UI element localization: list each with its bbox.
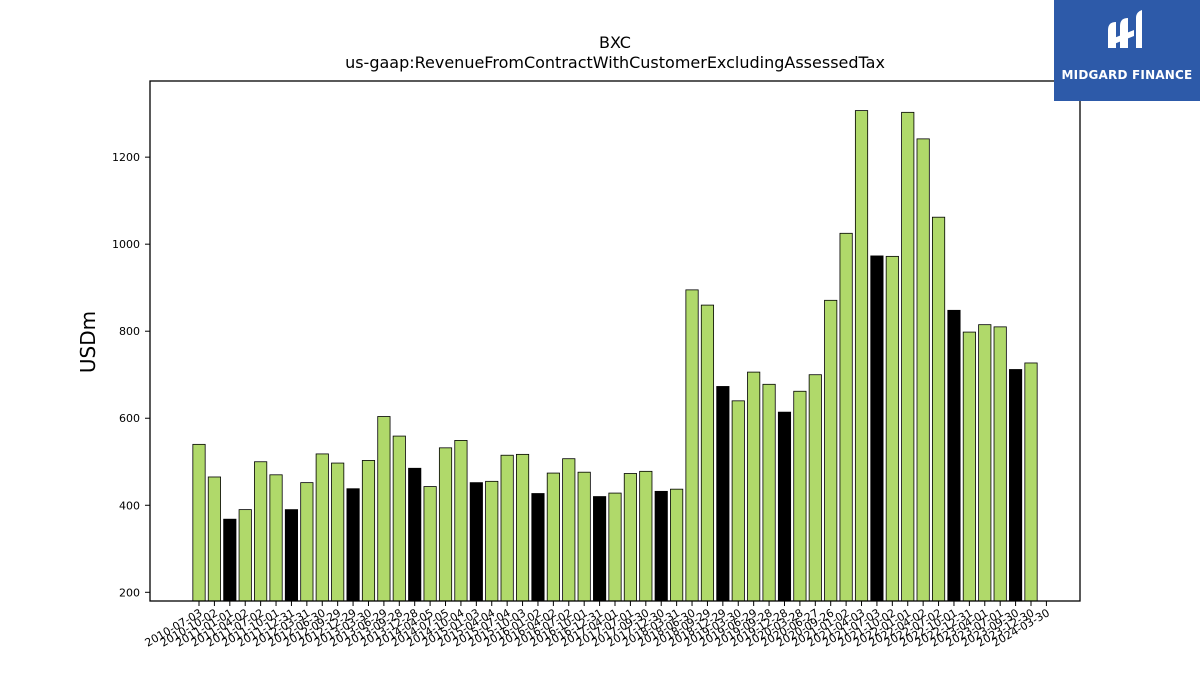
bar xyxy=(408,467,422,602)
bar xyxy=(485,480,499,602)
bar xyxy=(670,488,684,602)
y-axis-label: USDm xyxy=(76,311,100,373)
bar xyxy=(454,440,468,602)
bar xyxy=(192,443,206,602)
y-tick-label: 1000 xyxy=(112,238,140,251)
bar xyxy=(284,509,299,602)
bar xyxy=(361,460,376,602)
bar xyxy=(777,411,792,602)
y-axis-ticks: 200 400 600 800 1000 1200 xyxy=(112,151,150,599)
midgard-logo-icon xyxy=(1108,10,1142,48)
bar xyxy=(269,474,283,602)
bar xyxy=(315,453,329,602)
bar xyxy=(392,435,406,602)
bar xyxy=(608,492,622,602)
bar xyxy=(762,383,776,602)
y-tick-label: 400 xyxy=(119,499,140,512)
bar xyxy=(747,371,761,602)
bar xyxy=(238,509,252,602)
x-axis-ticks: 2010-07-032010-10-022011-01-012011-04-02… xyxy=(143,601,1052,650)
bar xyxy=(808,374,822,602)
bar xyxy=(978,324,992,602)
bar xyxy=(839,232,853,602)
bar xyxy=(331,462,345,602)
bar xyxy=(500,454,514,602)
bar xyxy=(377,416,391,602)
bar xyxy=(438,447,453,602)
bar xyxy=(531,493,545,602)
chart-subtitle: us-gaap:RevenueFromContractWithCustomerE… xyxy=(345,53,885,72)
bar xyxy=(207,476,221,602)
bar xyxy=(700,304,715,602)
bar xyxy=(469,482,483,602)
bar xyxy=(577,471,591,602)
bar xyxy=(962,331,976,602)
bar xyxy=(593,496,607,602)
bar xyxy=(639,470,653,602)
plot-frame xyxy=(149,80,1081,602)
bar xyxy=(654,490,668,602)
bars-group xyxy=(192,110,1038,602)
bar xyxy=(870,255,884,602)
bar xyxy=(685,289,699,602)
bar xyxy=(346,488,360,602)
bar xyxy=(931,216,946,602)
bar xyxy=(300,482,314,602)
bar xyxy=(562,458,576,602)
bar xyxy=(731,400,745,602)
bar xyxy=(793,390,807,602)
chart-title: BXC xyxy=(599,33,631,52)
logo-text: MIDGARD FINANCE xyxy=(1061,68,1193,82)
y-tick-label: 200 xyxy=(119,586,140,599)
bar xyxy=(993,326,1007,602)
bar xyxy=(824,299,838,602)
bar xyxy=(223,518,237,602)
y-tick-label: 1200 xyxy=(112,151,140,164)
y-tick-label: 600 xyxy=(119,412,140,425)
midgard-finance-logo: MIDGARD FINANCE xyxy=(1054,0,1200,101)
bar xyxy=(916,138,930,602)
bar xyxy=(716,386,730,602)
bar xyxy=(423,486,437,602)
bar xyxy=(901,111,915,602)
bar xyxy=(947,309,961,602)
bar xyxy=(1009,369,1023,602)
bar xyxy=(254,461,268,602)
y-tick-label: 800 xyxy=(119,325,140,338)
bar xyxy=(546,472,560,602)
bar xyxy=(623,473,637,602)
bar xyxy=(854,110,869,602)
bar xyxy=(885,255,899,602)
bar xyxy=(515,453,530,602)
bar xyxy=(1024,362,1038,602)
